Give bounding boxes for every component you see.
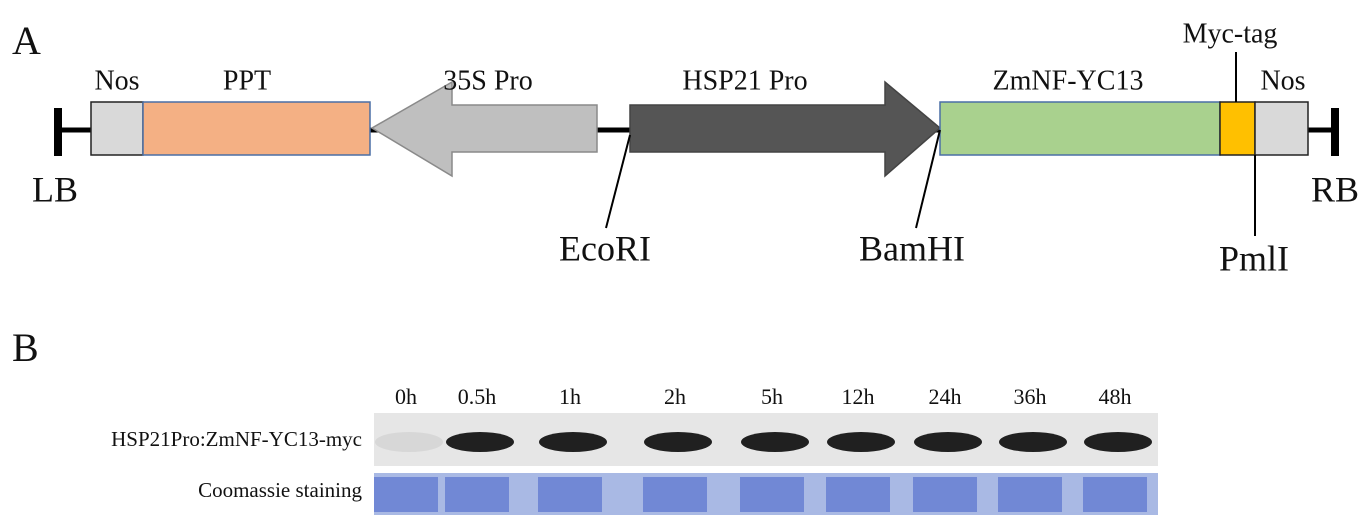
stained-lane	[998, 477, 1062, 512]
stained-lane	[643, 477, 707, 512]
promoter-hsp21-arrow	[629, 80, 942, 178]
site-label: BamHI	[859, 228, 965, 268]
protein-band	[644, 432, 712, 452]
stained-lane	[445, 477, 509, 512]
border-label: LB	[32, 169, 78, 209]
segment-label: HSP21 Pro	[682, 65, 807, 96]
stained-lane	[826, 477, 890, 512]
lane-label: 0.5h	[458, 384, 497, 409]
segment-label: ZmNF-YC13	[993, 65, 1144, 96]
segment-label: PPT	[223, 65, 271, 96]
protein-band	[999, 432, 1067, 452]
stained-lane	[374, 477, 438, 512]
lane-label: 1h	[559, 384, 581, 409]
segment-label: Myc-tag	[1183, 18, 1278, 49]
lane-label: 12h	[842, 384, 875, 409]
ppt-box	[142, 101, 371, 156]
protein-band	[914, 432, 982, 452]
segment-label: Nos	[94, 65, 139, 96]
lane-label: 2h	[664, 384, 686, 409]
gene-box	[939, 101, 1221, 156]
protein-band	[375, 432, 443, 452]
protein-band	[539, 432, 607, 452]
segment-label: 35S Pro	[443, 65, 532, 96]
nos-box	[1254, 101, 1309, 156]
panel-label: B	[12, 325, 39, 370]
site-label: PmlI	[1219, 238, 1289, 278]
stained-lane	[740, 477, 804, 512]
lane-label: 0h	[395, 384, 417, 409]
lane-label: 24h	[929, 384, 962, 409]
segment-label: Nos	[1260, 65, 1305, 96]
border-label: RB	[1311, 169, 1359, 209]
lane-label: 5h	[761, 384, 783, 409]
lanes: 0h 0.5h 1h 2h 5h 12h 24h 36h 48h	[374, 384, 1152, 512]
stained-lane	[538, 477, 602, 512]
tag-box	[1219, 101, 1256, 156]
site-label: EcoRI	[559, 228, 651, 268]
lane-label: 48h	[1099, 384, 1132, 409]
row-label: HSP21Pro:ZmNF-YC13-myc	[111, 427, 362, 451]
protein-band	[741, 432, 809, 452]
stained-lane	[913, 477, 977, 512]
promoter-35s-arrow	[370, 80, 598, 178]
stained-lane	[1083, 477, 1147, 512]
nos-box	[90, 101, 144, 156]
row-label: Coomassie staining	[198, 478, 362, 502]
site-line	[915, 129, 941, 229]
protein-band	[827, 432, 895, 452]
protein-band	[446, 432, 514, 452]
protein-band	[1084, 432, 1152, 452]
lane-label: 36h	[1014, 384, 1047, 409]
panel-label: A	[12, 18, 41, 63]
site-line	[605, 134, 631, 229]
